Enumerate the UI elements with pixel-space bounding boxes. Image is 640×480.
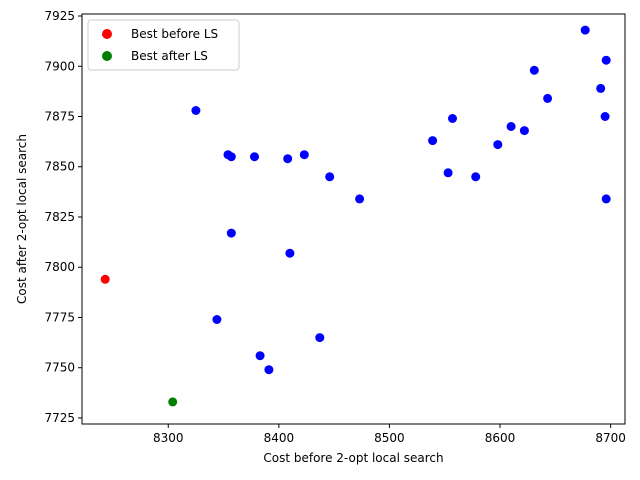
data-point-s0-0 — [191, 106, 201, 115]
legend-label-best-before: Best before LS — [131, 27, 218, 41]
data-point-s0-14 — [428, 136, 438, 146]
data-point-s0-4 — [283, 154, 293, 164]
y-tick-label-0: 7725 — [44, 411, 75, 425]
x-axis-label: Cost before 2-opt local search — [263, 451, 443, 465]
data-point-s0-22 — [543, 93, 553, 103]
data-point-s0-26 — [600, 112, 610, 121]
data-point-s0-11 — [255, 351, 265, 361]
data-point-s0-25 — [601, 55, 611, 65]
data-point-s0-24 — [596, 83, 606, 93]
legend-marker-best-before — [102, 29, 112, 39]
data-point-s0-16 — [443, 168, 453, 178]
data-point-s0-6 — [325, 172, 335, 182]
data-point-s1-0 — [100, 274, 110, 284]
x-axis-ticks: 8300 8400 8500 8600 8700 — [153, 424, 626, 445]
legend: Best before LS Best after LS — [87, 19, 240, 71]
y-tick-label-4: 7825 — [44, 210, 75, 224]
data-point-s2-0 — [168, 397, 178, 407]
x-tick-label-1: 8400 — [264, 431, 295, 445]
data-point-s0-10 — [212, 315, 222, 324]
x-tick-label-0: 8300 — [153, 431, 184, 445]
y-tick-label-1: 7750 — [44, 361, 75, 375]
y-tick-label-7: 7900 — [44, 59, 75, 73]
plot-area-frame — [81, 13, 626, 425]
data-point-s0-5 — [299, 150, 309, 160]
y-tick-label-3: 7800 — [44, 260, 75, 274]
y-axis-ticks: 7725 7750 7775 7800 7825 7850 7875 7900 7925 — [44, 9, 82, 425]
legend-frame — [87, 19, 240, 71]
x-tick-label-2: 8500 — [374, 431, 405, 445]
data-point-s0-18 — [493, 140, 503, 150]
data-point-s0-7 — [355, 194, 365, 204]
legend-marker-best-after — [102, 51, 112, 61]
data-point-s0-9 — [285, 248, 295, 258]
y-tick-label-5: 7850 — [44, 160, 75, 174]
data-point-s0-17 — [471, 172, 481, 182]
y-tick-label-8: 7925 — [44, 9, 75, 23]
legend-label-best-after: Best after LS — [131, 49, 208, 63]
data-point-s0-2 — [226, 152, 236, 162]
data-point-s0-27 — [601, 194, 611, 204]
data-point-s0-8 — [226, 228, 236, 238]
data-point-s0-13 — [315, 333, 325, 343]
data-point-s0-21 — [529, 65, 539, 75]
x-tick-label-3: 8600 — [485, 431, 516, 445]
y-axis-label: Cost after 2-opt local search — [15, 134, 29, 304]
data-point-s0-3 — [250, 152, 259, 162]
y-tick-label-2: 7775 — [44, 310, 75, 324]
data-point-s0-12 — [264, 365, 274, 375]
data-point-s0-19 — [506, 122, 516, 131]
data-point-s0-23 — [580, 25, 590, 35]
data-point-s0-15 — [448, 114, 457, 123]
data-point-s0-20 — [519, 126, 529, 136]
x-tick-label-4: 8700 — [595, 431, 626, 445]
y-tick-label-6: 7875 — [44, 110, 75, 124]
data-points — [100, 25, 611, 407]
